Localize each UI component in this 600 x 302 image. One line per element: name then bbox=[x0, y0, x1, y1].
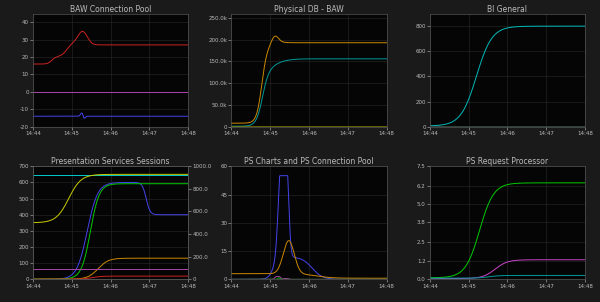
Title: Physical DB - BAW: Physical DB - BAW bbox=[274, 5, 344, 14]
Title: BAW Connection Pool: BAW Connection Pool bbox=[70, 5, 151, 14]
Title: PS Request Processor: PS Request Processor bbox=[466, 157, 548, 166]
Title: PS Charts and PS Connection Pool: PS Charts and PS Connection Pool bbox=[244, 157, 374, 166]
Title: BI General: BI General bbox=[487, 5, 527, 14]
Title: Presentation Services Sessions: Presentation Services Sessions bbox=[51, 157, 170, 166]
